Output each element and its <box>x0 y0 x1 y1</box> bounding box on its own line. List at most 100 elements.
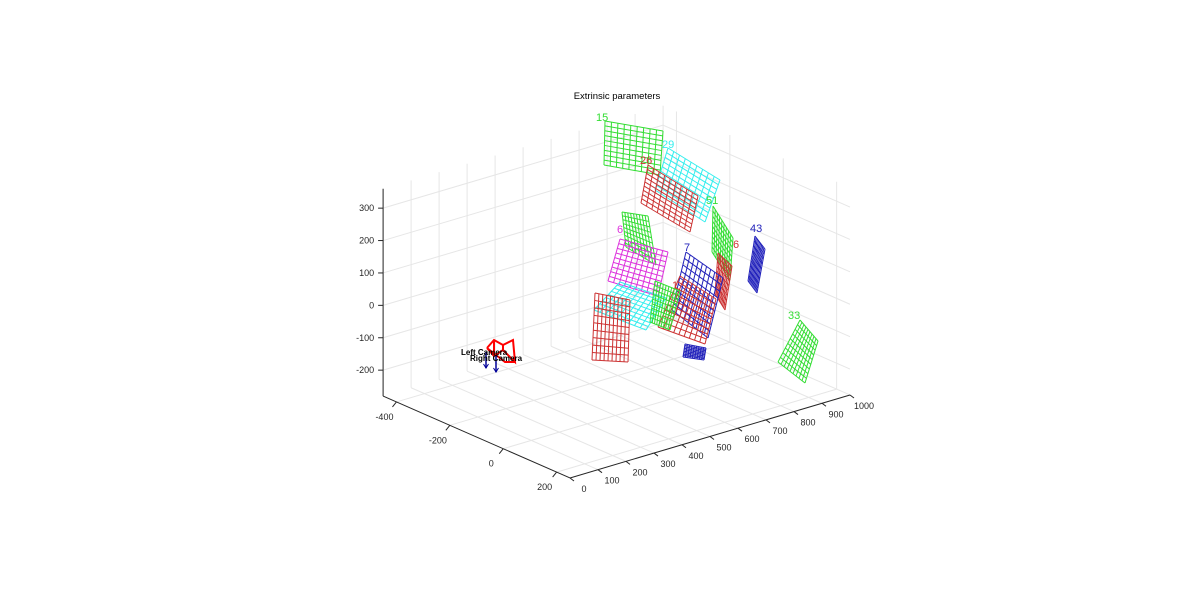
board-gridline <box>792 331 811 374</box>
board-gridline <box>646 168 698 201</box>
board-gridline <box>711 205 714 253</box>
z-tick-label: -200 <box>356 365 374 375</box>
board-gridline <box>687 263 703 323</box>
board-gridline <box>629 244 642 288</box>
x-tick-label: 200 <box>537 482 552 492</box>
board-gridline <box>593 329 629 335</box>
board-gridline <box>662 287 673 328</box>
board-gridline <box>593 322 630 329</box>
board-gridline <box>604 135 663 147</box>
board-gridline <box>671 158 686 201</box>
board-gridline <box>699 272 716 332</box>
board-gridline <box>593 309 647 331</box>
board-gridline <box>747 235 756 282</box>
board-gridline <box>654 285 680 296</box>
board-gridline <box>634 294 657 326</box>
board-gridline <box>714 289 727 306</box>
board-gridline <box>755 247 765 292</box>
board-gridline <box>722 263 730 307</box>
board-gridline <box>667 147 721 181</box>
board-gridline <box>609 275 660 292</box>
board-gridline <box>628 125 632 170</box>
board-gridline <box>641 215 650 262</box>
board-gridline <box>591 359 629 363</box>
board-gridline <box>643 189 693 221</box>
board-gridline <box>619 298 623 362</box>
camera-frustum <box>486 338 517 365</box>
board-gridline <box>603 295 608 361</box>
x-tick <box>445 425 451 431</box>
board-gridline <box>654 280 681 292</box>
board-label: 29 <box>662 139 674 151</box>
y-tick <box>569 477 575 482</box>
board-gridline <box>615 252 665 268</box>
board-gridline <box>712 226 733 257</box>
gridline <box>382 189 664 274</box>
board-gridline <box>594 299 630 308</box>
board-gridline <box>623 299 627 362</box>
x-tick-label: -200 <box>429 435 447 445</box>
y-tick-label: 200 <box>632 467 647 477</box>
tick-labels: -400 -200 0 200 0 100 200 300 400 500 600 700 800 900… <box>356 203 874 494</box>
board-gridline <box>599 283 626 313</box>
board-gridline <box>801 338 817 381</box>
board-gridline <box>684 344 688 358</box>
gridline <box>606 329 795 413</box>
y-tick-label: 700 <box>772 426 787 436</box>
board-gridline <box>750 260 761 274</box>
board-gridline <box>684 346 706 352</box>
board-label: 6 <box>733 239 739 251</box>
board-gridline <box>750 240 759 286</box>
board-gridline <box>624 230 653 244</box>
z-tick-label: 300 <box>359 203 374 213</box>
board-gridline <box>777 319 801 363</box>
y-tick-label: 1000 <box>854 401 874 411</box>
board-gridline <box>619 238 669 253</box>
board-gridline <box>627 299 631 363</box>
gridline <box>382 221 664 306</box>
board-gridline <box>715 213 718 259</box>
board-gridline <box>719 220 723 265</box>
board-gridline <box>748 237 757 283</box>
gridline <box>662 254 851 338</box>
arrow-head <box>483 363 489 369</box>
board-gridline <box>712 210 734 243</box>
calibration-board <box>591 292 631 363</box>
board-gridline <box>698 347 702 360</box>
board-gridline <box>603 120 606 166</box>
board-gridline <box>679 277 717 306</box>
board-gridline <box>674 286 714 310</box>
board-gridline <box>604 149 662 161</box>
arrow-head <box>493 367 499 373</box>
board-gridline <box>721 261 728 305</box>
board-gridline <box>607 296 612 361</box>
calibration-board <box>649 280 681 331</box>
board-gridline <box>679 275 717 300</box>
board-gridline <box>661 166 714 200</box>
board-gridline <box>703 274 720 336</box>
board-gridline <box>666 152 719 186</box>
board-gridline <box>684 347 706 353</box>
board-gridline <box>689 195 699 233</box>
chart-title: Extrinsic parameters <box>574 91 661 102</box>
board-gridline <box>656 175 666 213</box>
board-gridline <box>751 255 762 269</box>
board-gridline <box>682 264 720 292</box>
board-gridline <box>651 307 674 318</box>
axes-grid <box>378 105 855 482</box>
board-gridline <box>622 215 649 222</box>
board-gridline <box>715 284 727 301</box>
board-gridline <box>707 277 724 339</box>
gridline <box>662 221 851 305</box>
board-gridline <box>611 296 615 362</box>
board-gridline <box>640 202 691 233</box>
y-tick-label: 400 <box>688 451 703 461</box>
board-gridline <box>604 140 662 152</box>
gridline <box>550 345 739 429</box>
board-gridline <box>704 298 717 345</box>
z-tick-label: 0 <box>369 300 374 310</box>
board-gridline <box>677 281 716 305</box>
board-gridline <box>704 179 721 223</box>
board-gridline <box>683 288 701 337</box>
y-tick <box>681 444 687 449</box>
